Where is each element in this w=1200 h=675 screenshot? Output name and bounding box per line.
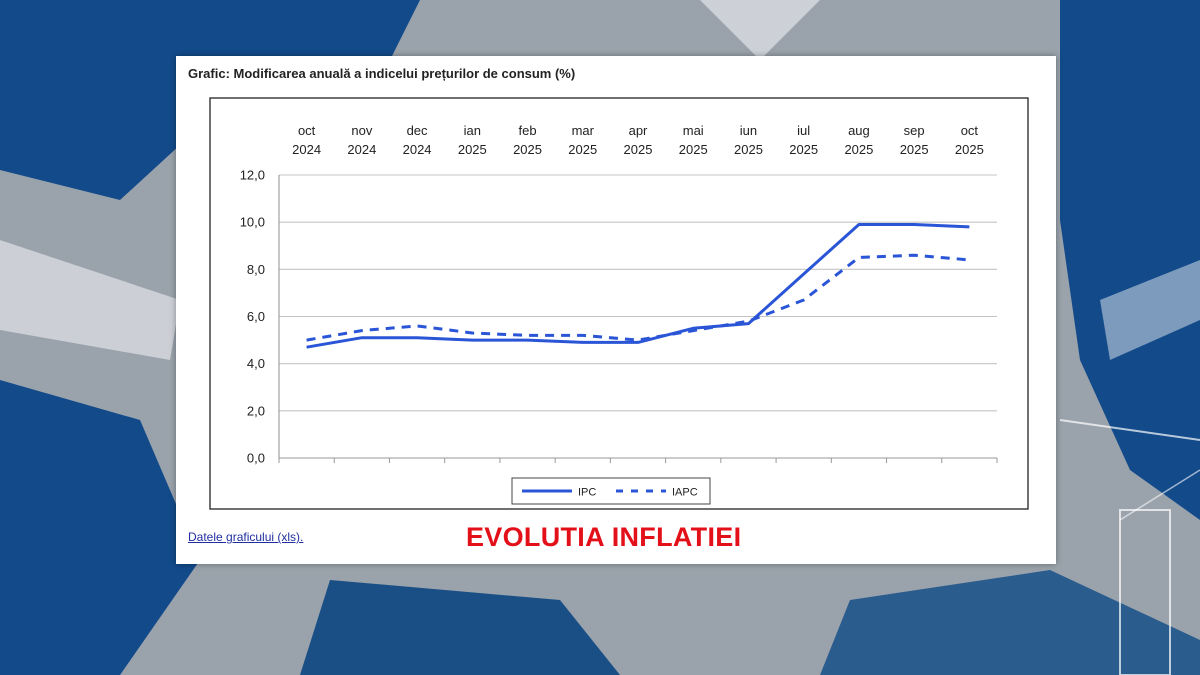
y-tick-label: 6,0 xyxy=(247,309,265,324)
x-category-label: iun 2025 xyxy=(734,123,763,157)
chart-card: Grafic: Modificarea anuală a indicelui p… xyxy=(176,56,1056,564)
y-tick-label: 10,0 xyxy=(240,215,265,230)
plot-frame xyxy=(209,97,1029,510)
x-category-label: mar 2025 xyxy=(568,123,597,157)
chart-data-link[interactable]: Datele graficului (xls). xyxy=(188,530,304,544)
x-category-label: apr 2025 xyxy=(624,123,653,157)
x-category-label: oct 2025 xyxy=(955,123,984,157)
chart-title: Grafic: Modificarea anuală a indicelui p… xyxy=(188,66,576,81)
y-tick-label: 4,0 xyxy=(247,356,265,371)
x-category-label: mai 2025 xyxy=(679,123,708,157)
x-category-label: iul 2025 xyxy=(789,123,818,157)
x-category-label: oct 2024 xyxy=(292,123,321,157)
line-chart: oct 2024 nov 2024 dec 2024 ian 2025 feb 2025 mar 20… xyxy=(209,97,1029,510)
x-category-label: aug 2025 xyxy=(844,123,873,157)
legend-label-ipc: IPC xyxy=(578,487,596,499)
x-category-label: feb 2025 xyxy=(513,123,542,157)
headline: EVOLUTIA INFLATIEI xyxy=(466,522,742,552)
y-tick-label: 12,0 xyxy=(240,168,265,183)
x-category-label: ian 2025 xyxy=(458,123,487,157)
legend-label-iapc: IAPC xyxy=(672,487,698,499)
series-line-ipc xyxy=(306,223,970,349)
y-tick-label: 8,0 xyxy=(247,262,265,277)
x-category-label: dec 2024 xyxy=(403,123,432,157)
y-tick-label: 0,0 xyxy=(247,451,265,466)
x-category-label: nov 2024 xyxy=(347,123,376,157)
x-category-label: sep 2025 xyxy=(900,123,929,157)
y-tick-label: 2,0 xyxy=(247,403,265,418)
